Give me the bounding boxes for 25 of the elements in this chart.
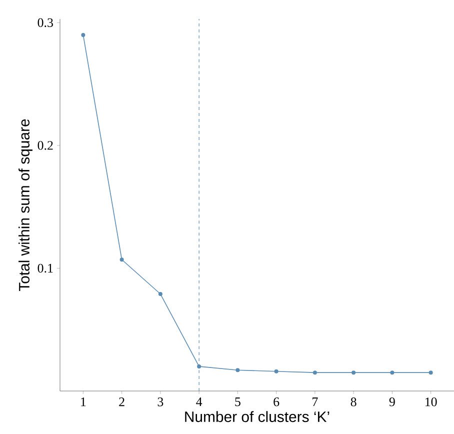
x-tick-label: 6 — [274, 398, 280, 406]
x-tick-label: 8 — [350, 398, 356, 406]
point — [81, 32, 86, 37]
x-tick-label: 1 — [81, 398, 86, 406]
point — [274, 369, 278, 374]
y-tick-label: 0.2 — [38, 141, 53, 150]
point — [312, 370, 317, 375]
x-tick-label: 4 — [196, 398, 202, 406]
x-tick-label: 10 — [425, 398, 437, 406]
point — [390, 370, 394, 375]
point — [428, 370, 433, 375]
y-tick-label: 0.1 — [38, 264, 53, 273]
x-axis-title: Number of clusters ‘K’ — [185, 411, 330, 422]
x-tick-label: 2 — [119, 398, 124, 406]
point — [352, 370, 356, 375]
x-tick-label: 5 — [235, 398, 240, 406]
point — [197, 364, 202, 368]
y-tick-label: 0.3 — [38, 18, 53, 28]
point — [120, 258, 124, 262]
y-axis-title: Total within sum of square — [18, 119, 32, 292]
x-tick-label: 9 — [389, 398, 395, 406]
x-tick-label: 3 — [158, 398, 164, 406]
point — [236, 368, 240, 372]
point — [158, 292, 162, 296]
x-tick-label: 7 — [312, 398, 318, 406]
